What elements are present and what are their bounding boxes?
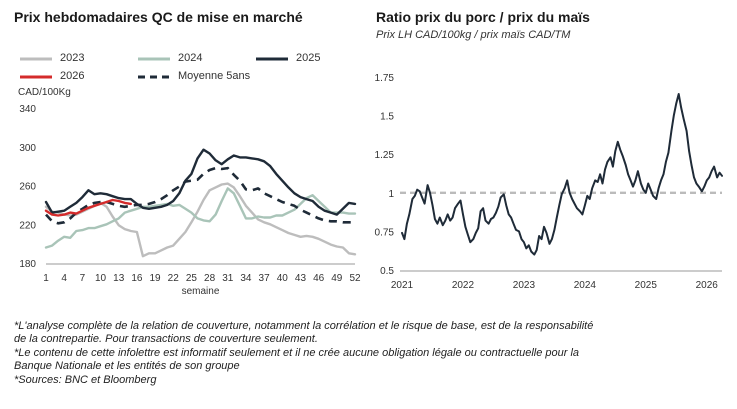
right-x-tick-label: 2021 xyxy=(391,280,414,291)
legend-swatch xyxy=(138,57,170,61)
right-chart-subtitle: Prix LH CAD/100kg / prix maïs CAD/TM xyxy=(376,29,571,41)
legend-label: 2023 xyxy=(60,52,85,64)
left-chart-legend: 2023 2024 2025 2026 Moyenne 5ans xyxy=(18,52,348,86)
legend-swatch xyxy=(20,75,52,79)
left-x-tick-label: 19 xyxy=(149,273,161,284)
left-x-tick-label: 22 xyxy=(168,273,180,284)
legend-swatch xyxy=(138,75,170,79)
right-y-tick-label: 1.25 xyxy=(375,150,395,161)
left-series-line-2026 xyxy=(44,198,133,217)
left-x-tick-label: 52 xyxy=(349,273,361,284)
footnote-2: de la contrepartie. Pour transactions de… xyxy=(14,333,318,345)
footnote-3: *Le contenu de cette infolettre est info… xyxy=(14,347,580,359)
left-x-tick-label: 10 xyxy=(95,273,107,284)
left-x-tick-label: 31 xyxy=(222,273,234,284)
left-x-tick-label: 16 xyxy=(131,273,143,284)
left-x-tick-label: 34 xyxy=(240,273,252,284)
left-x-tick-label: 49 xyxy=(331,273,343,284)
right-x-tick-label: 2025 xyxy=(635,280,658,291)
left-x-axis-label: semaine xyxy=(182,286,220,297)
footnote-1: *L'analyse complète de la relation de co… xyxy=(14,320,594,332)
left-x-tick-label: 4 xyxy=(61,273,67,284)
right-series-line-ratio xyxy=(401,93,723,256)
left-chart-title: Prix hebdomadaires QC de mise en marché xyxy=(14,9,303,25)
left-x-tick-label: 43 xyxy=(295,273,307,284)
left-y-tick-label: 180 xyxy=(19,259,36,270)
left-y-axis-label: CAD/100Kg xyxy=(18,87,71,98)
footnote-4: Banque Nationale et les entités de son g… xyxy=(14,360,240,372)
left-series-line-2024 xyxy=(44,187,357,249)
left-x-tick-label: 1 xyxy=(43,273,49,284)
legend-swatch xyxy=(256,57,288,61)
legend-swatch xyxy=(20,57,52,61)
left-x-tick-label: 13 xyxy=(113,273,125,284)
right-x-tick-label: 2024 xyxy=(574,280,597,291)
right-y-tick-label: 1.5 xyxy=(380,112,394,123)
left-x-tick-label: 40 xyxy=(277,273,289,284)
left-series-line-moyenne-5ans xyxy=(45,166,355,225)
right-chart: 0.5 0.75 1 1.25 1.5 1.75 2021 2022 2023 2024 2025 2… xyxy=(375,73,723,291)
right-y-tick-label: 0.5 xyxy=(380,266,394,277)
left-y-tick-label: 260 xyxy=(19,182,36,193)
right-y-tick-label: 1 xyxy=(388,189,394,200)
right-x-tick-label: 2023 xyxy=(513,280,536,291)
left-x-tick-label: 37 xyxy=(259,273,271,284)
left-x-tick-label: 28 xyxy=(204,273,216,284)
legend-label: 2024 xyxy=(178,52,203,64)
right-y-tick-label: 1.75 xyxy=(375,73,395,84)
right-chart-title: Ratio prix du porc / prix du maïs xyxy=(376,9,590,25)
legend-label: 2026 xyxy=(60,70,85,82)
left-x-tick-label: 7 xyxy=(80,273,86,284)
right-y-tick-label: 0.75 xyxy=(375,227,395,238)
legend-label: Moyenne 5ans xyxy=(178,70,251,82)
left-x-tick-label: 25 xyxy=(186,273,198,284)
right-x-tick-label: 2022 xyxy=(452,280,475,291)
right-x-tick-label: 2026 xyxy=(696,280,719,291)
legend-label: 2025 xyxy=(296,52,321,64)
left-y-tick-label: 220 xyxy=(19,220,36,231)
left-y-tick-label: 300 xyxy=(19,143,36,154)
left-chart: 180 220 260 300 340 CAD/100Kg 1 4 7 10 13 16 19 22 25 2… xyxy=(18,87,361,297)
footnote-5: *Sources: BNC et Bloomberg xyxy=(14,374,157,386)
left-x-tick-label: 46 xyxy=(313,273,325,284)
left-series-line-2025 xyxy=(44,148,357,216)
left-y-tick-label: 340 xyxy=(19,104,36,115)
